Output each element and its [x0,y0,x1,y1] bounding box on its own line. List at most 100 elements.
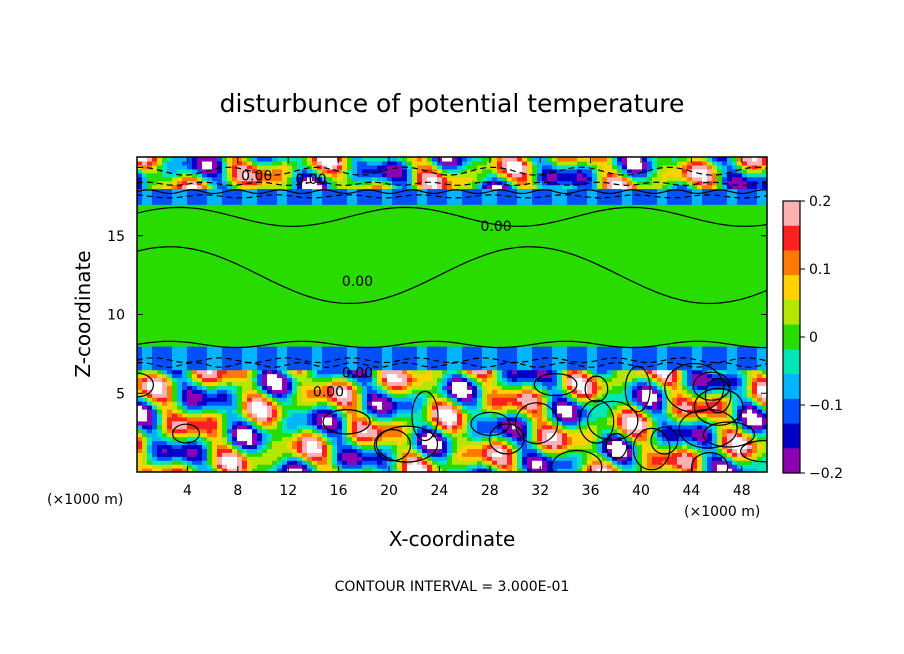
field-cell [212,243,218,249]
field-cell [157,176,163,182]
field-cell [212,377,218,383]
field-cell [292,227,298,233]
field-cell [417,243,423,249]
field-cell [237,310,243,316]
field-cell [332,208,338,213]
field-cell [267,294,273,300]
field-cell [432,369,438,375]
field-cell [262,176,268,182]
field-cell [202,223,208,229]
field-cell [347,357,353,363]
field-cell [222,314,228,320]
field-cell [192,397,198,402]
field-cell [252,208,258,213]
field-cell [137,330,143,335]
field-cell [402,318,408,323]
field-cell [417,168,423,174]
field-cell [397,373,403,379]
field-cell [322,416,328,422]
field-cell [232,243,238,249]
field-cell [152,357,158,363]
field-cell [377,196,383,201]
field-cell [317,397,323,402]
field-cell [312,456,318,461]
field-cell [177,223,183,229]
field-cell [242,259,248,264]
field-cell [192,172,198,178]
field-cell [307,223,313,229]
field-cell [222,440,228,446]
field-cell [427,279,433,284]
field-cell [442,353,448,359]
field-cell [422,318,428,323]
field-cell [387,349,393,355]
field-cell [362,188,368,194]
field-cell [197,385,203,390]
field-cell [147,310,153,316]
field-cell [162,424,168,430]
field-cell [387,275,393,280]
field-cell [207,330,213,335]
field-cell [192,377,198,383]
field-cell [337,220,343,225]
field-cell [167,349,173,355]
field-cell [222,223,228,229]
field-cell [182,223,188,229]
field-cell [287,369,293,375]
field-cell [337,420,343,426]
field-cell [172,196,178,201]
field-cell [427,397,433,402]
field-cell [157,271,163,276]
field-cell [287,220,293,225]
field-cell [317,227,323,233]
field-cell [377,369,383,375]
field-cell [237,204,243,209]
field-cell [317,220,323,225]
field-cell [267,223,273,229]
field-cell [387,310,393,316]
field-cell [342,381,348,386]
field-cell [367,157,373,162]
field-cell [297,212,303,217]
field-cell [167,298,173,304]
field-cell [342,409,348,414]
field-cell [352,255,358,260]
field-cell [222,365,228,371]
field-cell [252,373,258,379]
field-cell [237,393,243,398]
field-cell [332,393,338,398]
field-cell [237,196,243,201]
field-cell [337,385,343,390]
field-cell [137,255,143,260]
field-cell [337,401,343,406]
field-cell [152,349,158,355]
field-cell [392,271,398,276]
field-cell [157,412,163,418]
field-cell [407,227,413,233]
field-cell [352,381,358,386]
field-cell [327,365,333,371]
field-cell [297,420,303,426]
field-cell [427,306,433,312]
field-cell [137,200,143,205]
field-cell [417,275,423,280]
field-cell [347,452,353,457]
field-cell [222,361,228,367]
field-cell [287,342,293,347]
field-cell [357,357,363,363]
field-cell [212,322,218,327]
field-cell [437,393,443,398]
field-cell [247,409,253,414]
field-cell [387,231,393,237]
field-cell [422,409,428,414]
field-cell [192,204,198,209]
field-cell [337,302,343,308]
field-cell [277,184,283,190]
field-cell [187,180,193,186]
field-cell [292,381,298,386]
field-cell [137,326,143,331]
field-cell [367,322,373,327]
field-cell [162,290,168,296]
field-cell [222,381,228,386]
field-cell [372,365,378,371]
